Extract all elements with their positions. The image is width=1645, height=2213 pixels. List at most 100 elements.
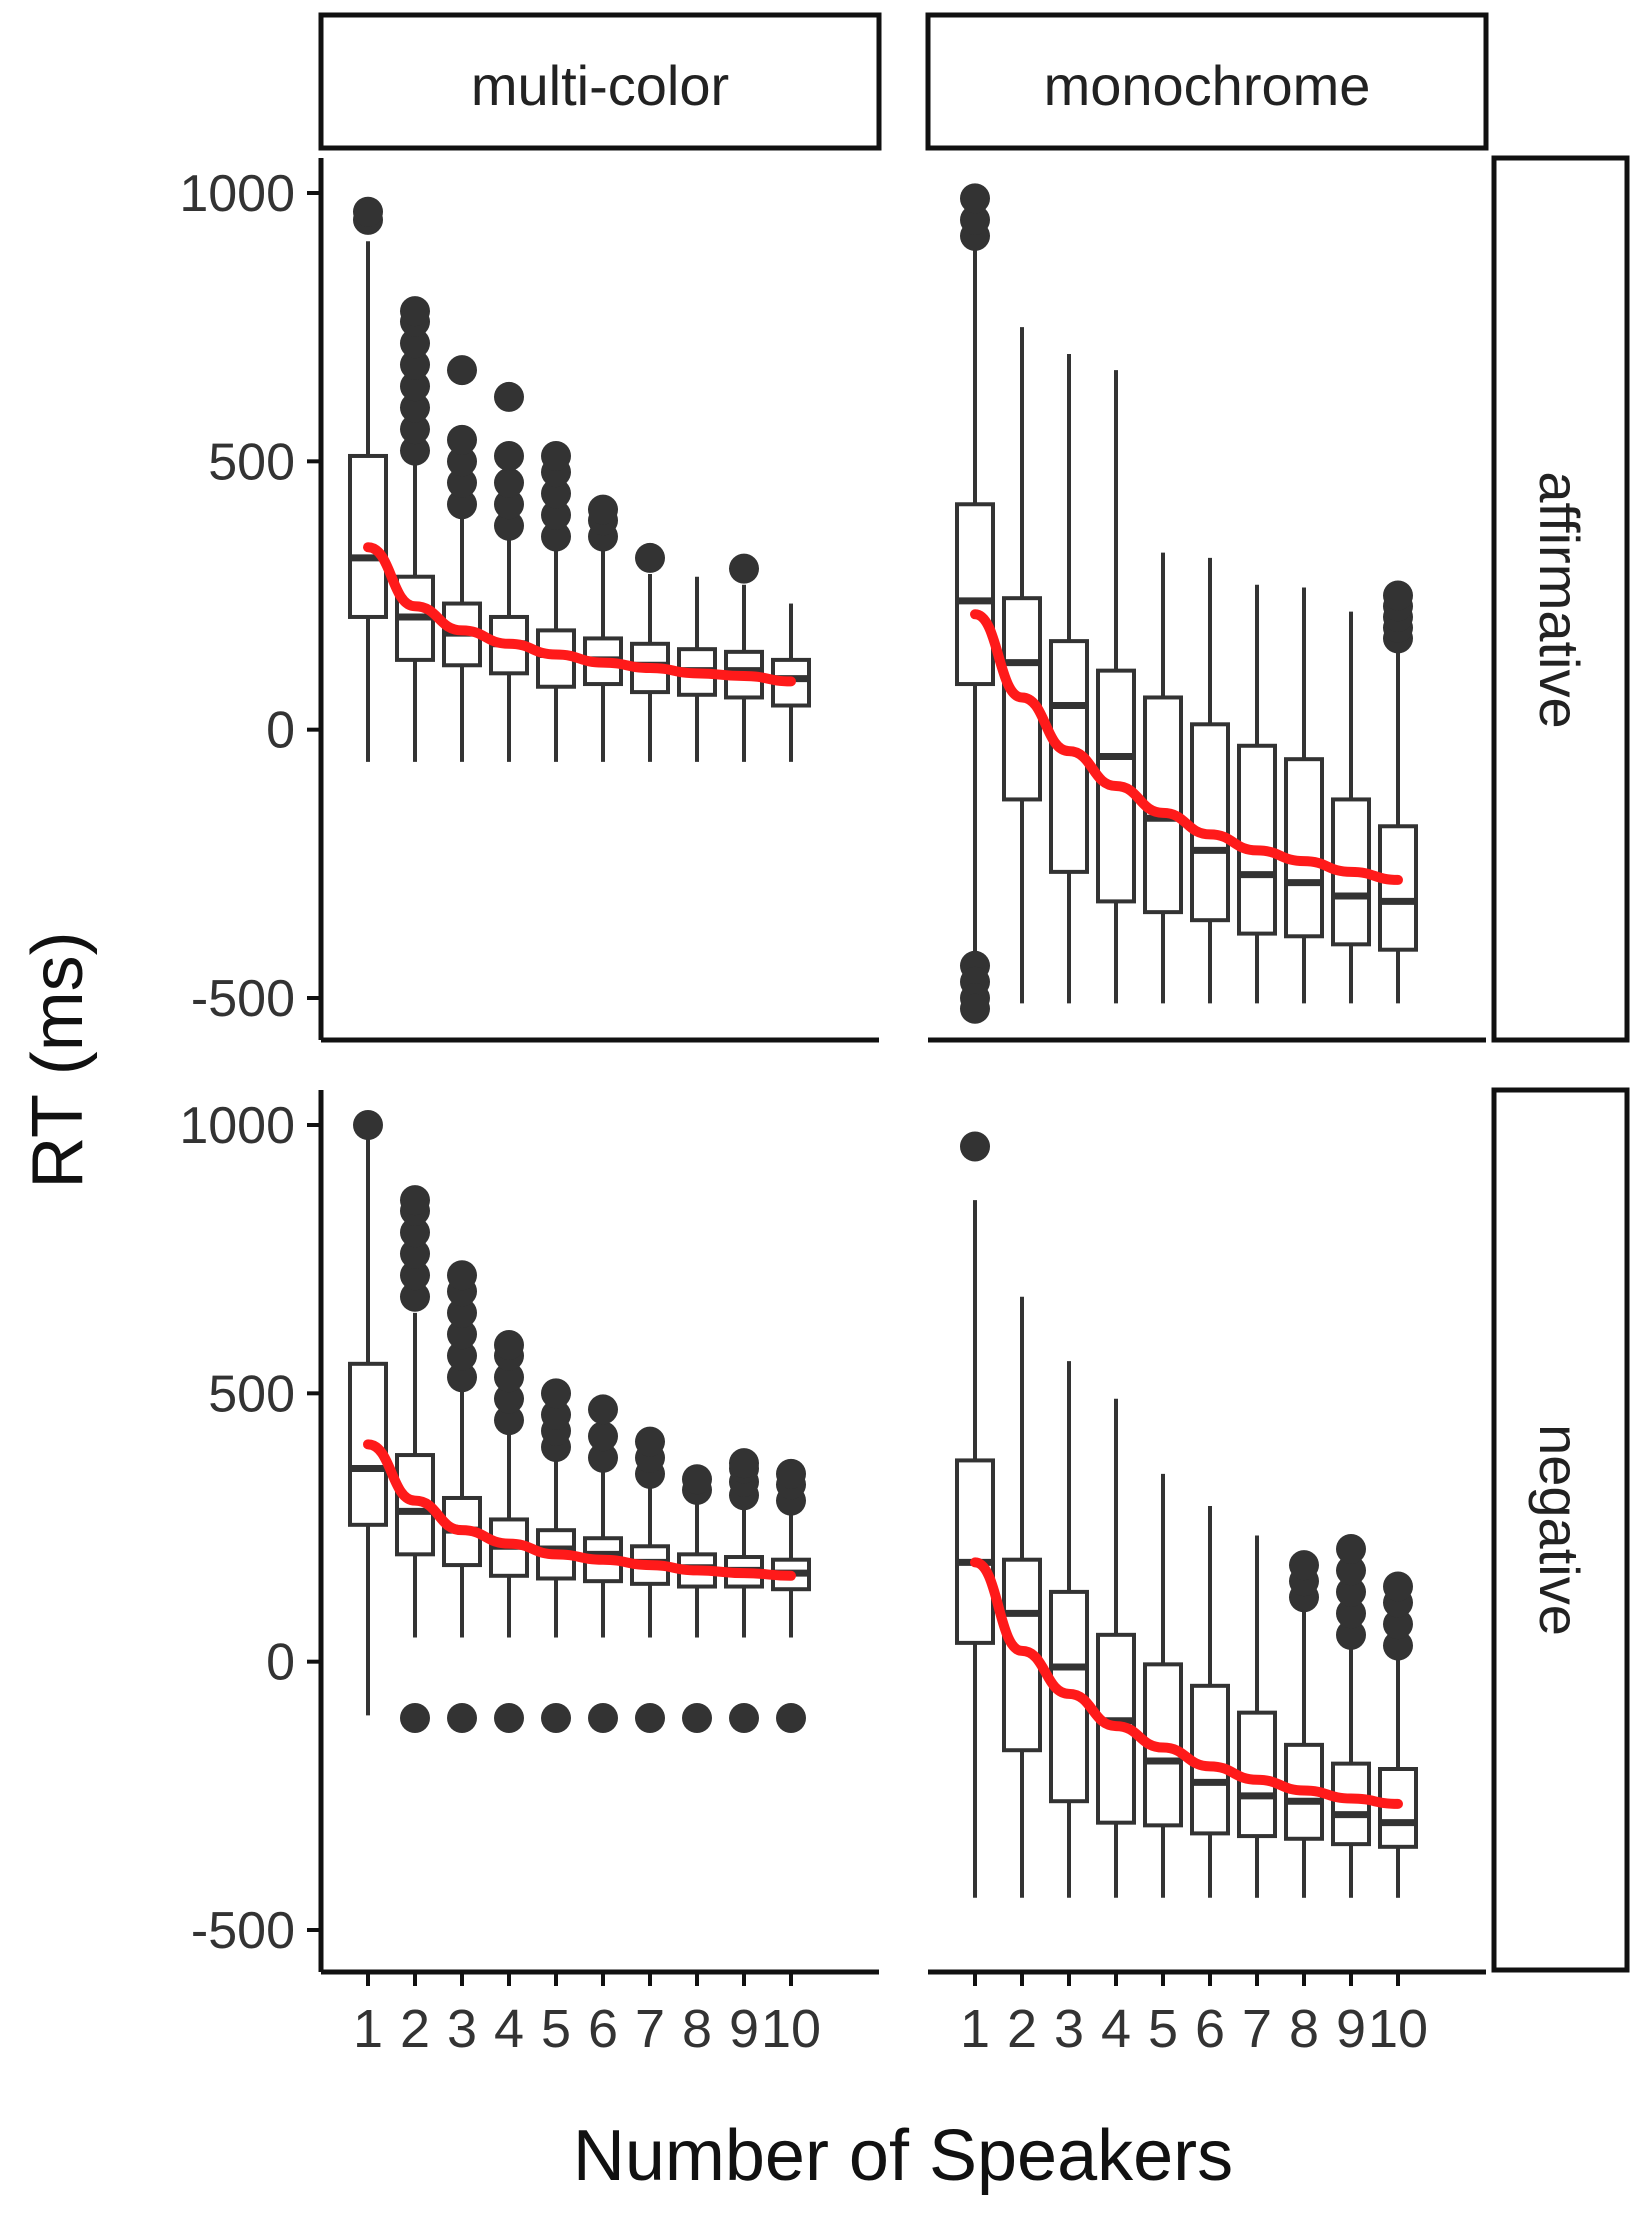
outlier-point (1383, 1609, 1413, 1640)
outlier-point (682, 1464, 712, 1495)
x-tick-label: 5 (541, 1999, 571, 2059)
box-10 (1378, 580, 1418, 1004)
box-3 (442, 1260, 482, 1734)
x-tick-label: 9 (1336, 1999, 1366, 2059)
outlier-point (776, 1703, 806, 1734)
facet-strip-label: multi-color (471, 54, 729, 117)
outlier-point (400, 296, 430, 327)
outlier-point (729, 1703, 759, 1734)
outlier-point (494, 1383, 524, 1414)
outlier-point (400, 1260, 430, 1291)
box-iqr (1378, 824, 1418, 952)
outlier-point (447, 1297, 477, 1328)
outlier-point (494, 467, 524, 498)
facet-strip-label: affirmative (1528, 471, 1591, 728)
box-6 (583, 1394, 623, 1734)
outlier-point (494, 1362, 524, 1393)
outlier-point (447, 446, 477, 477)
outlier-point (494, 1330, 524, 1361)
outlier-point (960, 183, 990, 214)
outlier-point (635, 1703, 665, 1734)
outlier-point (1383, 1630, 1413, 1661)
box-6 (1190, 557, 1230, 1004)
box-iqr (348, 453, 388, 619)
trend-line (970, 1557, 1403, 1809)
outlier-point (447, 467, 477, 498)
x-tick-label: 7 (1242, 1999, 1272, 2059)
x-tick-label: 2 (400, 1999, 430, 2059)
outlier-point (353, 196, 383, 227)
outlier-point (1336, 1619, 1366, 1650)
trend-line (363, 542, 796, 687)
outlier-point (447, 1340, 477, 1371)
outlier-point (494, 489, 524, 520)
box-7 (1237, 584, 1277, 1004)
y-tick-label: 0 (266, 702, 295, 760)
y-tick-label: -500 (191, 970, 295, 1028)
outlier-point (635, 542, 665, 573)
outlier-point (400, 1185, 430, 1216)
box-9 (1331, 1533, 1371, 1898)
facet-strip-label: negative (1528, 1424, 1591, 1636)
outlier-point (494, 510, 524, 541)
outlier-point (541, 1703, 571, 1734)
facet-strip-label: monochrome (1044, 54, 1371, 117)
x-tick-label: 8 (1289, 1999, 1319, 2059)
outlier-point (400, 1217, 430, 1248)
outlier-point (541, 478, 571, 509)
outlier-point (1336, 1533, 1366, 1564)
outlier-point (729, 553, 759, 584)
outlier-point (400, 435, 430, 466)
x-tick-label: 7 (635, 1999, 665, 2059)
box-iqr (1237, 743, 1277, 936)
outlier-point (776, 1458, 806, 1489)
x-tick-label: 8 (682, 1999, 712, 2059)
outlier-point (960, 204, 990, 235)
panel-monochrome-affirmative (928, 183, 1486, 1043)
outlier-point (588, 1703, 618, 1734)
outlier-point (588, 1442, 618, 1473)
outlier-point (447, 1260, 477, 1291)
panel-multi-color-negative: 1000 500 0 -500 1 2 3 4 5 6 7 8 9 10 (179, 1090, 879, 2059)
outlier-point (588, 1394, 618, 1425)
box-iqr (1190, 722, 1230, 923)
outlier-point (400, 328, 430, 359)
outlier-point (400, 371, 430, 402)
outlier-point (447, 1362, 477, 1393)
outlier-point (400, 1238, 430, 1269)
outlier-point (447, 355, 477, 386)
x-tick-label: 10 (1368, 1999, 1428, 2059)
x-tick-label: 1 (353, 1999, 383, 2059)
y-axis-title: RT (ms) (18, 931, 98, 1188)
outlier-point (960, 993, 990, 1024)
x-axis-title: Number of Speakers (573, 2116, 1233, 2196)
outlier-point (541, 1378, 571, 1409)
x-tick-label: 1 (960, 1999, 990, 2059)
box-10 (771, 1458, 811, 1734)
outlier-point (447, 489, 477, 520)
outlier-point (1336, 1576, 1366, 1607)
outlier-point (1383, 580, 1413, 611)
outlier-point (541, 1399, 571, 1430)
x-tick-label: 3 (447, 1999, 477, 2059)
facet-strip-negative: negative (1491, 1087, 1630, 1973)
y-tick-label: 1000 (179, 1097, 295, 1155)
outlier-point (494, 440, 524, 471)
outlier-point (960, 1131, 990, 1162)
x-tick-label: 6 (1195, 1999, 1225, 2059)
box-1 (955, 1131, 995, 1898)
y-tick-label: 500 (208, 1365, 295, 1423)
outlier-point (400, 1703, 430, 1734)
y-tick-label: 0 (266, 1634, 295, 1692)
facet-strip-monochrome: monochrome (925, 12, 1489, 151)
outlier-point (494, 381, 524, 412)
outlier-point (682, 1703, 712, 1734)
y-tick-label: 500 (208, 433, 295, 491)
outlier-point (400, 392, 430, 423)
outlier-point (447, 1703, 477, 1734)
outlier-point (494, 1703, 524, 1734)
outlier-point (494, 1405, 524, 1436)
outlier-point (1336, 1598, 1366, 1629)
facet-strip-multi-color: multi-color (318, 12, 882, 151)
